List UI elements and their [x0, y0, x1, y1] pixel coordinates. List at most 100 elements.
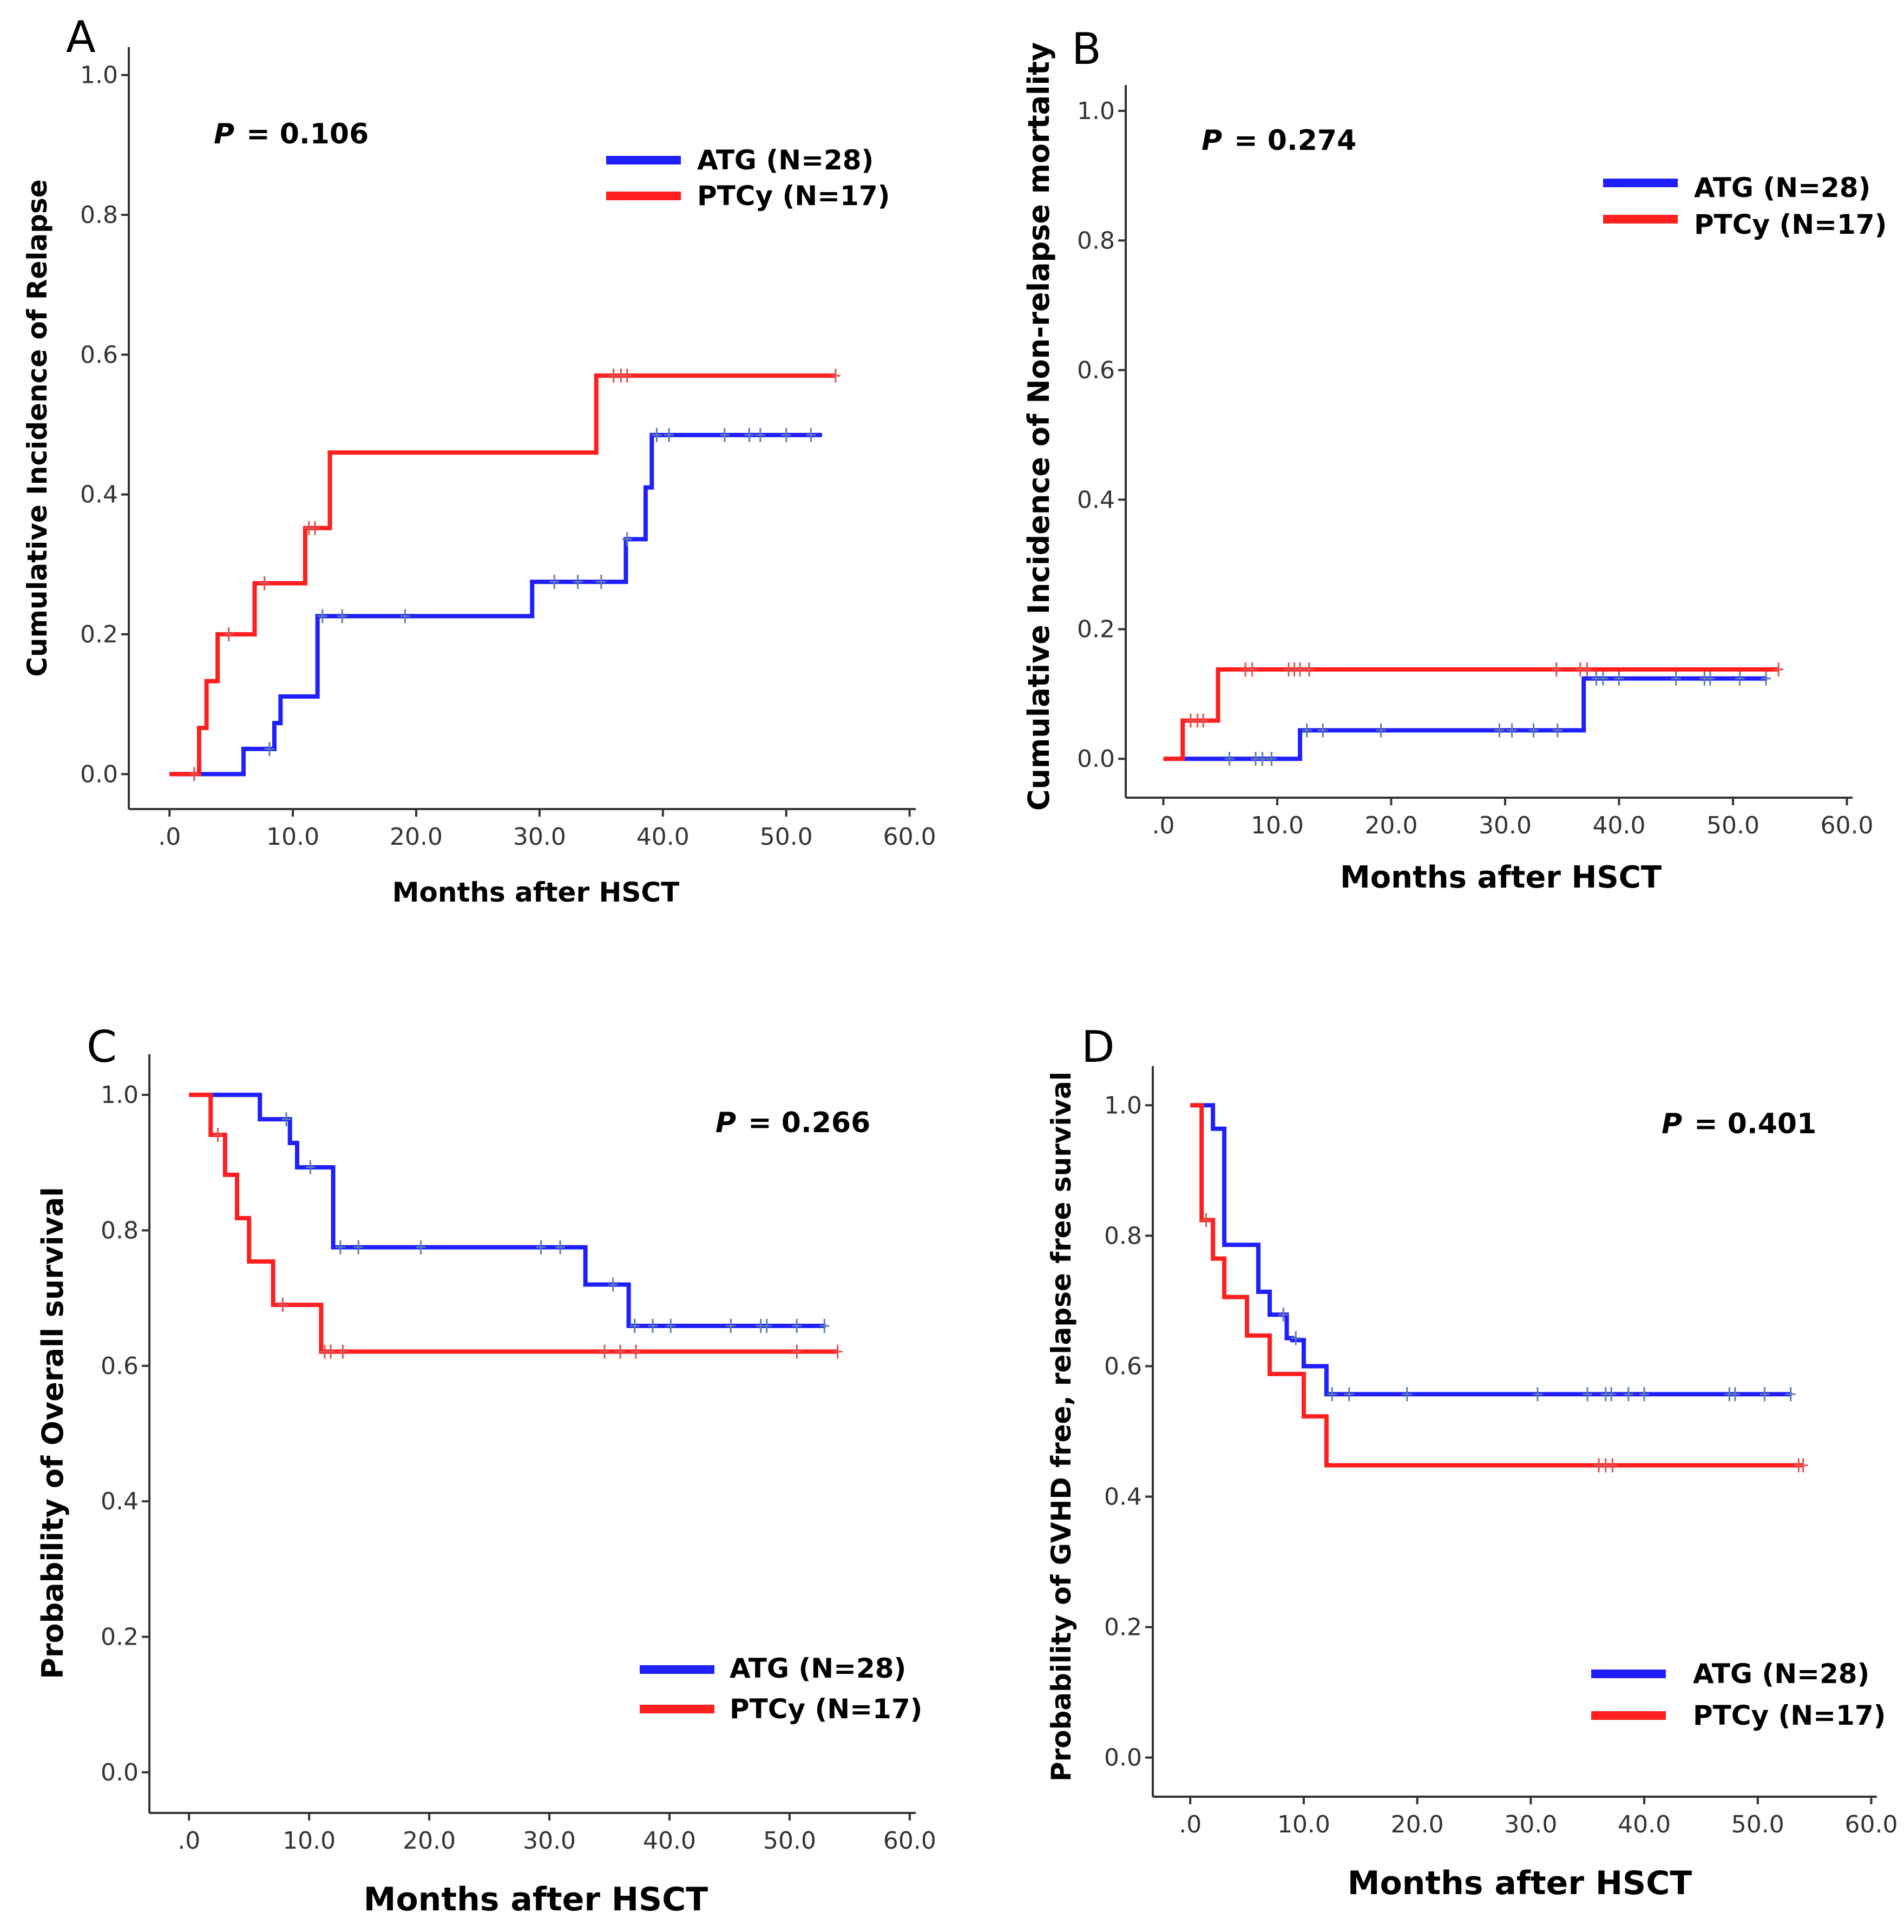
series-line-atg [1190, 1103, 1792, 1397]
censor-mark-ptcy [832, 1344, 843, 1359]
x-tick-label: 20.0 [390, 823, 443, 851]
censor-mark-atg [1224, 752, 1235, 766]
x-tick-label: 30.0 [1479, 812, 1532, 839]
tick-marks [121, 74, 911, 817]
censor-mark-atg [1614, 671, 1624, 686]
x-axis-title: Months after HSCT [1348, 1864, 1692, 1902]
legend: ATG (N=28) PTCy (N=17) [1603, 172, 1887, 240]
censor-mark-ptcy [213, 1127, 223, 1142]
series-line-ptcy [1163, 667, 1779, 761]
censor-mark-atg [555, 1240, 566, 1254]
x-tick-label: .0 [1179, 1811, 1202, 1838]
y-tick-label: 1.0 [80, 62, 118, 89]
censor-mark-atg [1302, 723, 1312, 738]
censor-mark-ptcy [792, 1344, 802, 1359]
y-tick-label: 0.2 [101, 1624, 139, 1651]
series-line-ptcy [189, 1093, 838, 1354]
legend: ATG (N=28) PTCy (N=17) [606, 144, 890, 212]
panel-letter: C [87, 1022, 117, 1072]
y-tick-label: 0.0 [1104, 1744, 1142, 1772]
x-tick-labels: .0 10.0 20.0 30.0 40.0 50.0 60.0 [1179, 1811, 1898, 1838]
x-tick-label: 10.0 [283, 1827, 336, 1855]
plot-area: .0 10.0 20.0 30.0 40.0 50.0 60.0 0.00.20.40.60… [1104, 1066, 1898, 1838]
censor-mark-ptcy [1774, 662, 1784, 676]
y-tick-label: 1.0 [1104, 1092, 1142, 1119]
x-tick-label: 20.0 [403, 1827, 456, 1855]
censor-mark-ptcy [600, 1344, 610, 1359]
censor-mark-atg [305, 1160, 316, 1175]
y-tick-label: 0.4 [101, 1488, 139, 1515]
censor-mark-atg [400, 609, 410, 623]
panel-b: B .0 10.0 20.0 30.0 40.0 50.0 60.0 0.00.20.40.… [1022, 24, 1887, 895]
censor-mark-atg [1606, 1387, 1617, 1402]
y-tick-label: 0.4 [1077, 486, 1115, 514]
x-tick-label: 60.0 [883, 1827, 936, 1855]
censor-mark-atg [1494, 723, 1505, 738]
censor-mark-ptcy [615, 1344, 626, 1359]
censor-mark-atg [353, 1240, 364, 1254]
censor-mark-atg [573, 575, 583, 589]
legend-label-atg: ATG (N=28) [697, 144, 874, 176]
panel-letter: A [66, 12, 96, 62]
censor-mark-ptcy [326, 1344, 336, 1359]
legend: ATG (N=28) PTCy (N=17) [1591, 1658, 1886, 1731]
x-tick-label: .0 [178, 1827, 200, 1855]
y-tick-label: 0.6 [80, 341, 118, 369]
legend-label-ptcy: PTCy (N=17) [697, 180, 890, 212]
censor-mark-atg [1402, 1387, 1412, 1402]
censor-mark-atg [1639, 1387, 1650, 1402]
x-tick-label: 20.0 [1364, 812, 1417, 839]
y-tick-label: 0.4 [1104, 1483, 1142, 1511]
series-layer [189, 1093, 843, 1359]
censor-mark-atg [1705, 671, 1715, 686]
series-layer [1163, 662, 1784, 766]
censor-mark-atg [596, 575, 606, 589]
censor-mark-atg [1278, 1307, 1289, 1322]
censor-mark-ptcy [1304, 662, 1314, 676]
legend-label-atg: ATG (N=28) [1694, 172, 1870, 203]
censor-mark-atg [416, 1240, 426, 1254]
censor-mark-atg [1735, 671, 1745, 686]
x-tick-label: 40.0 [636, 823, 690, 851]
censor-mark-atg [317, 609, 327, 623]
x-tick-label: 10.0 [1251, 812, 1304, 839]
censor-mark-atg [1761, 671, 1771, 686]
censor-mark-atg [536, 1240, 546, 1254]
legend: ATG (N=28) PTCy (N=17) [640, 1653, 922, 1725]
censor-mark-atg [1257, 752, 1268, 766]
censor-mark-atg [608, 1277, 618, 1292]
tick-marks [1118, 109, 1848, 805]
panel-letter: D [1081, 1022, 1115, 1072]
y-tick-label: 0.0 [80, 760, 118, 788]
y-tick-label: 0.6 [1104, 1352, 1142, 1380]
plot-area: .0 10.0 20.0 30.0 40.0 50.0 60.0 0.00.20.40.60… [80, 47, 936, 851]
censor-mark-ptcy [1798, 1458, 1808, 1473]
y-tick-label: 1.0 [1077, 97, 1115, 125]
censor-mark-ptcy [310, 521, 320, 535]
legend-label-ptcy: PTCy (N=17) [1693, 1700, 1886, 1731]
censor-mark-ptcy [278, 1298, 288, 1312]
censor-mark-ptcy [1247, 662, 1257, 676]
x-tick-label: 50.0 [1706, 812, 1759, 839]
censor-mark-ptcy [1295, 662, 1305, 676]
censor-mark-atg [1528, 723, 1539, 738]
censor-mark-atg [666, 1318, 676, 1333]
x-tick-label: 60.0 [1820, 812, 1873, 839]
series-layer [169, 369, 841, 781]
censor-mark-atg [1671, 671, 1681, 686]
censor-mark-atg [1327, 1387, 1337, 1402]
x-tick-label: 60.0 [883, 823, 936, 851]
y-axis-title: Cumulative Incidence of Non-relapse mort… [1022, 42, 1056, 811]
censor-mark-atg [652, 428, 662, 442]
y-tick-label: 0.0 [101, 1759, 139, 1786]
censor-mark-ptcy [1582, 662, 1592, 676]
censor-mark-ptcy [259, 576, 270, 590]
censor-mark-atg [1318, 723, 1328, 738]
censor-mark-atg [1344, 1387, 1354, 1402]
y-tick-label: 0.2 [80, 621, 118, 648]
x-tick-label: 40.0 [1618, 1811, 1671, 1838]
censor-mark-ptcy [338, 1344, 348, 1359]
x-tick-label: 50.0 [760, 823, 813, 851]
legend-label-atg: ATG (N=28) [1693, 1658, 1869, 1690]
